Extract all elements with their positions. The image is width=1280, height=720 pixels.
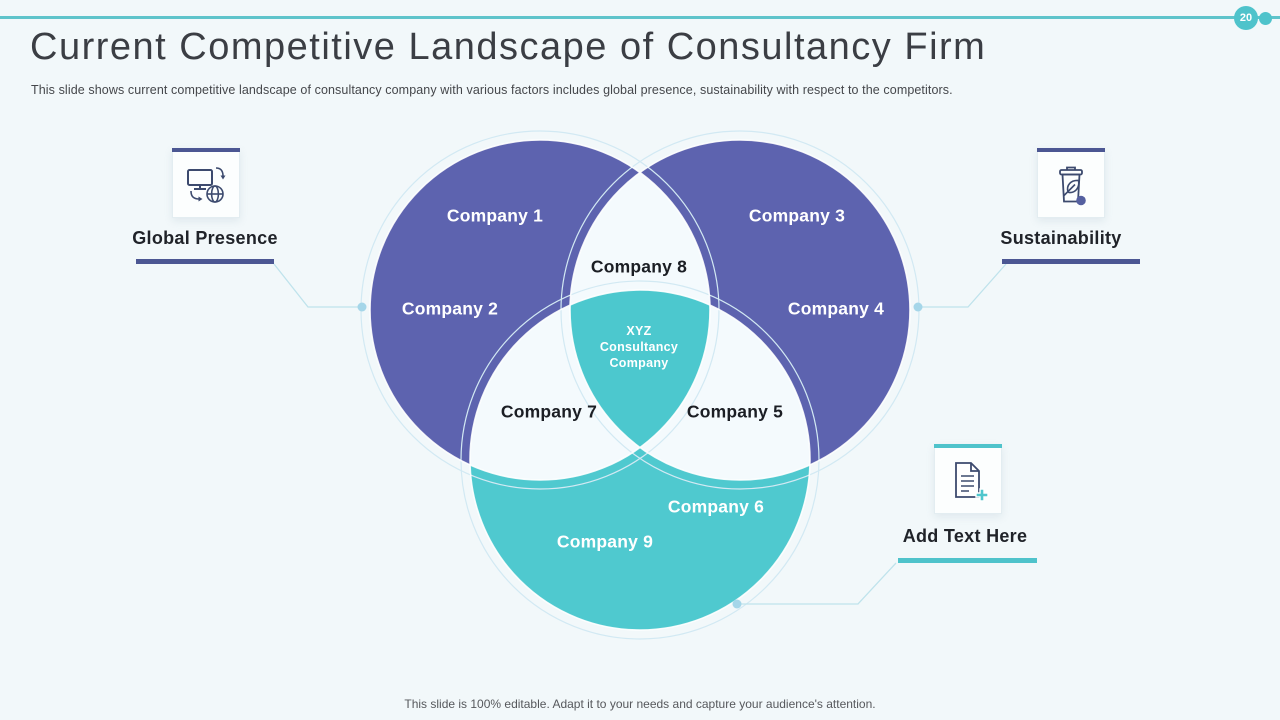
global-presence-icon-box	[172, 148, 240, 218]
bin-dot	[1076, 195, 1086, 206]
venn-center-line2: Consultancy	[599, 340, 679, 354]
sustainability-underline	[1002, 259, 1140, 264]
venn-center-label: XYZ Consultancy Company	[600, 323, 678, 371]
page-title: Current Competitive Landscape of Consult…	[30, 26, 987, 68]
global-presence-label: Global Presence	[132, 228, 278, 248]
global-presence-underline	[136, 259, 274, 264]
venn-label-company-8: Company 8	[590, 256, 688, 277]
venn-label-company-7: Company 7	[500, 401, 598, 422]
footer-note: This slide is 100% editable. Adapt it to…	[404, 697, 876, 711]
venn-label-company-3: Company 3	[748, 205, 846, 226]
icon-box-top-bar	[1037, 148, 1105, 152]
top-accent-line	[0, 16, 1280, 19]
add-text-icon-box	[934, 444, 1002, 514]
arrow-head-right	[198, 196, 203, 202]
add-text-underline	[898, 558, 1037, 563]
connector-global-presence	[273, 263, 362, 308]
icon-box-top-bar	[934, 444, 1002, 448]
connector-dot-right	[913, 302, 923, 312]
sustainability-label: Sustainability	[1000, 228, 1122, 248]
accent-dot	[1259, 12, 1272, 25]
connector-dot-left	[357, 302, 367, 312]
venn-label-company-5: Company 5	[686, 401, 784, 422]
venn-label-company-2: Company 2	[401, 298, 499, 319]
icon-box-top-bar	[172, 148, 240, 152]
venn-label-company-9: Company 9	[556, 531, 654, 552]
recycle-bin-leaf-icon	[1059, 166, 1086, 206]
sustainability-icon-box	[1037, 148, 1105, 218]
venn-stroke-right	[569, 139, 911, 481]
page-subtitle: This slide shows current competitive lan…	[31, 83, 953, 97]
document-add-icon	[955, 462, 989, 502]
arrow-head-down	[220, 175, 226, 180]
plus-glyph	[975, 488, 989, 502]
venn-label-company-6: Company 6	[667, 496, 765, 517]
venn-center-line3: Company	[609, 356, 669, 370]
page-number-badge: 20	[1234, 6, 1258, 30]
venn-stroke-bottom	[469, 289, 811, 631]
document-fold	[970, 463, 979, 472]
page-number-text: 20	[1239, 12, 1253, 24]
venn-label-company-1: Company 1	[446, 205, 544, 226]
venn-stroke-left	[369, 139, 711, 481]
connector-add-text	[737, 562, 897, 605]
add-text-label: Add Text Here	[902, 526, 1028, 546]
venn-label-company-4: Company 4	[787, 298, 885, 319]
connector-sustainability	[918, 263, 1007, 308]
monitor-globe-sync-icon	[187, 167, 226, 203]
connector-dot-bottom	[732, 599, 742, 609]
venn-center-line1: XYZ	[626, 324, 652, 338]
